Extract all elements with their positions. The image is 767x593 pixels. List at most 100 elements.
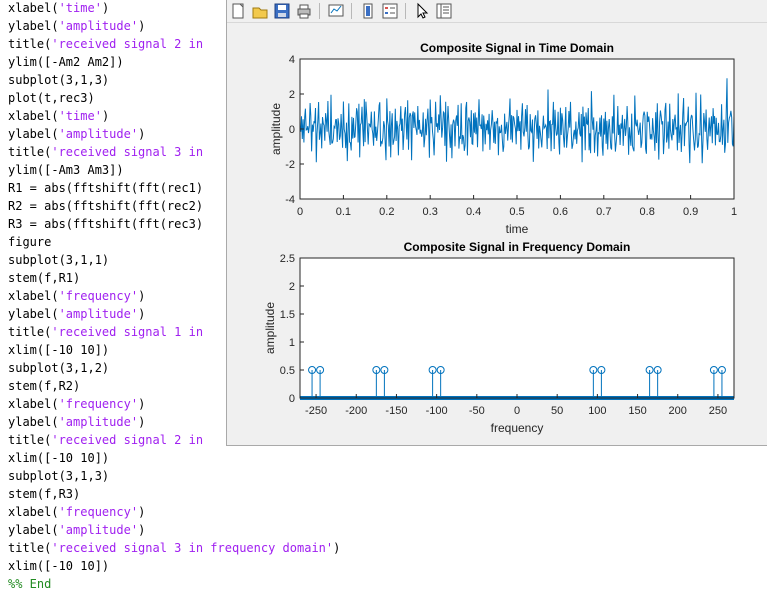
freq-y-axis-label: amplitude: [263, 302, 277, 354]
freq-stem-marker[interactable]: [316, 366, 325, 374]
freq-stem-marker[interactable]: [653, 366, 662, 374]
code-token: ): [138, 397, 146, 411]
code-line: ylabel('amplitude'): [8, 413, 145, 431]
code-line: xlabel('time'): [8, 107, 109, 125]
pointer-icon[interactable]: [413, 2, 431, 20]
code-line: %% End: [8, 575, 51, 593]
code-token: ): [101, 1, 110, 15]
code-line: R3 = abs(fftshift(fft(rec3): [8, 215, 203, 233]
code-token: xlabel(: [8, 505, 59, 519]
time-x-tick-label: 0.5: [509, 206, 524, 218]
time-x-tick-label: 0.8: [640, 206, 655, 218]
code-line: R1 = abs(fftshift(fft(rec1): [8, 179, 203, 197]
freq-x-axis-label: frequency: [491, 421, 544, 435]
code-line: subplot(3,1,2): [8, 359, 109, 377]
freq-stem-marker[interactable]: [597, 366, 606, 374]
time-y-axis-label: amplitude: [269, 103, 283, 155]
time-y-tick-label: -2: [285, 159, 295, 171]
code-token: ): [138, 289, 146, 303]
freq-stem-marker[interactable]: [589, 366, 598, 374]
save-icon[interactable]: [273, 2, 291, 20]
string-literal: 'time': [58, 109, 102, 123]
insert-legend-icon[interactable]: [381, 2, 399, 20]
code-token: ): [138, 415, 146, 429]
time-y-tick-label: 0: [289, 124, 295, 136]
string-literal: 'received signal 2 in: [51, 37, 204, 51]
time-signal-series-line[interactable]: [299, 78, 735, 164]
code-line: ylim([-Am3 Am3]): [8, 161, 124, 179]
code-line: plot(t,rec3): [8, 89, 95, 107]
code-token: ylim([-Am2 Am2]): [8, 55, 124, 69]
freq-stem-marker[interactable]: [372, 366, 381, 374]
time-x-tick-label: 0.9: [683, 206, 698, 218]
code-line: ylabel('amplitude'): [8, 521, 145, 539]
code-token: ): [138, 523, 146, 537]
code-line: xlabel('frequency'): [8, 503, 145, 521]
string-literal: 'frequency': [58, 289, 139, 303]
code-line: subplot(3,1,1): [8, 251, 109, 269]
freq-x-tick-label: -50: [469, 405, 485, 417]
code-token: ): [333, 541, 341, 555]
string-literal: 'received signal 2 in: [51, 433, 204, 447]
string-literal: 'time': [58, 1, 102, 15]
code-token: ylabel(: [8, 127, 59, 141]
code-line: subplot(3,1,3): [8, 71, 109, 89]
code-token: ylabel(: [8, 415, 59, 429]
freq-stem-marker[interactable]: [709, 366, 718, 374]
freq-stem-marker[interactable]: [436, 366, 445, 374]
code-token: stem(f,R2): [8, 379, 81, 393]
toolbar-separator: [319, 3, 320, 19]
code-token: xlabel(: [8, 397, 59, 411]
string-literal: 'frequency': [58, 505, 139, 519]
code-token: stem(f,R3): [8, 487, 81, 501]
freq-y-tick-label: 1.5: [280, 309, 295, 321]
string-literal: 'amplitude': [58, 415, 139, 429]
code-token: xlabel(: [8, 289, 59, 303]
freq-x-tick-label: 200: [669, 405, 687, 417]
string-literal: 'received signal 3 in frequency domain': [51, 541, 334, 555]
string-literal: 'amplitude': [58, 19, 139, 33]
code-token: xlabel(: [8, 1, 59, 15]
code-line: title('received signal 1 in: [8, 323, 203, 341]
code-token: xlim([-10 10]): [8, 343, 110, 357]
string-literal: 'amplitude': [58, 307, 139, 321]
freq-stem-marker[interactable]: [645, 366, 654, 374]
freq-stem-marker[interactable]: [717, 366, 726, 374]
freq-stem-marker[interactable]: [380, 366, 389, 374]
string-literal: 'received signal 1 in: [51, 325, 204, 339]
code-line: ylabel('amplitude'): [8, 125, 145, 143]
code-token: plot(t,rec3): [8, 91, 95, 105]
code-token: ylabel(: [8, 523, 59, 537]
code-line: xlim([-10 10]): [8, 557, 109, 575]
code-line: title('received signal 3 in: [8, 143, 203, 161]
insert-colorbar-icon[interactable]: [359, 2, 377, 20]
figure-window: 0 0.1 0.2 0.3 0.4 0.5 0.6 0.7 0.8 0.9 1 -4 -2 0 2 4 Comp…: [226, 0, 767, 446]
freq-stem-marker[interactable]: [428, 366, 437, 374]
freq-x-tick-label: -200: [345, 405, 367, 417]
code-token: ylim([-Am3 Am3]): [8, 163, 124, 177]
code-token: title(: [8, 37, 52, 51]
freq-x-tick-label: 50: [551, 405, 563, 417]
code-line: ylabel('amplitude'): [8, 305, 145, 323]
freq-x-tick-label: 250: [709, 405, 727, 417]
code-token: title(: [8, 145, 52, 159]
property-inspector-icon[interactable]: [435, 2, 453, 20]
code-token: subplot(3,1,1): [8, 253, 110, 267]
link-plot-icon[interactable]: [327, 2, 345, 20]
code-line: title('received signal 3 in frequency do…: [8, 539, 340, 557]
code-token: subplot(3,1,3): [8, 469, 110, 483]
open-file-icon[interactable]: [251, 2, 269, 20]
freq-stem-marker[interactable]: [308, 366, 317, 374]
time-y-tick-label: -4: [285, 194, 295, 206]
figure-toolbar: [227, 0, 767, 23]
code-token: R1 = abs(fftshift(fft(rec1): [8, 181, 204, 195]
time-x-tick-label: 1: [731, 206, 737, 218]
new-figure-icon[interactable]: [229, 2, 247, 20]
print-icon[interactable]: [295, 2, 313, 20]
freq-x-tick-label: -150: [385, 405, 407, 417]
string-literal: 'received signal 3 in: [51, 145, 204, 159]
code-line: R2 = abs(fftshift(fft(rec2): [8, 197, 203, 215]
code-token: figure: [8, 235, 52, 249]
freq-x-tick-label: 0: [514, 405, 520, 417]
freq-axes-background: [300, 258, 734, 398]
